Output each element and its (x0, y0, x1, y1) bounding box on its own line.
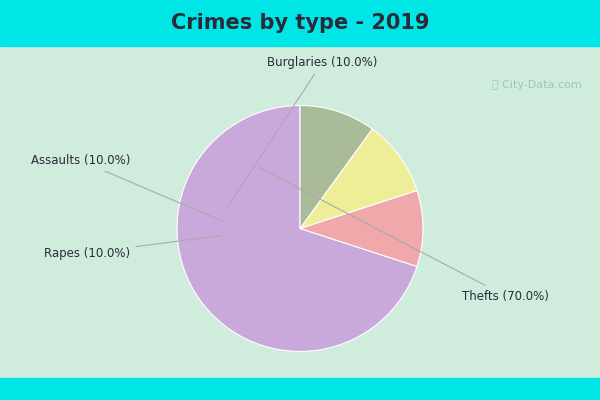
Text: Burglaries (10.0%): Burglaries (10.0%) (228, 56, 377, 206)
Bar (0, 378, 600, 400)
Wedge shape (300, 106, 372, 228)
Wedge shape (177, 106, 417, 352)
Bar (0, 0, 600, 46)
Text: Assaults (10.0%): Assaults (10.0%) (31, 154, 221, 221)
Wedge shape (300, 129, 417, 228)
Text: Crimes by type - 2019: Crimes by type - 2019 (171, 13, 429, 33)
Text: Thefts (70.0%): Thefts (70.0%) (259, 167, 549, 302)
Text: ⓘ City-Data.com: ⓘ City-Data.com (492, 80, 582, 90)
Text: Rapes (10.0%): Rapes (10.0%) (44, 236, 221, 260)
Wedge shape (300, 190, 423, 266)
